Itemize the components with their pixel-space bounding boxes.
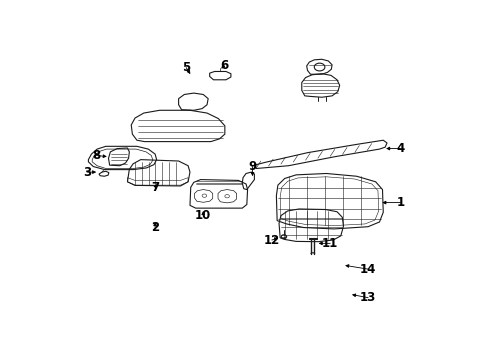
- Text: 10: 10: [195, 208, 211, 221]
- Text: 12: 12: [263, 234, 280, 247]
- Text: 3: 3: [82, 166, 91, 179]
- Text: 9: 9: [248, 160, 256, 173]
- Text: 2: 2: [151, 221, 159, 234]
- Text: 5: 5: [182, 61, 190, 74]
- Text: 11: 11: [322, 237, 338, 250]
- Text: 6: 6: [220, 59, 228, 72]
- Text: 13: 13: [359, 291, 375, 304]
- Text: 4: 4: [395, 142, 404, 155]
- Text: 1: 1: [395, 196, 404, 209]
- Text: 8: 8: [92, 149, 101, 162]
- Text: 7: 7: [151, 181, 159, 194]
- Text: 14: 14: [359, 262, 375, 276]
